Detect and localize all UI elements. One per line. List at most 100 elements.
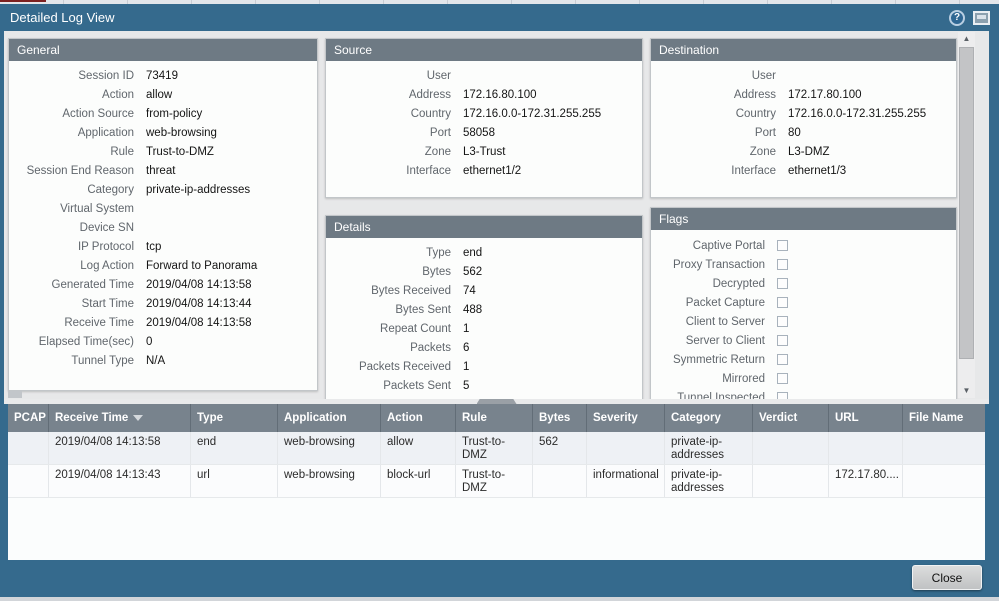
destination-panel: Destination User Address 172.17.80.100 C…: [650, 38, 957, 198]
detail-label: User: [426, 70, 451, 82]
detail-value: 80: [788, 127, 801, 139]
detail-label: Address: [408, 89, 451, 101]
column-header-verdict[interactable]: Verdict: [752, 404, 828, 432]
scroll-up-icon[interactable]: ▲: [962, 34, 971, 43]
splitter-grip-icon[interactable]: [476, 399, 517, 404]
panel-table-splitter[interactable]: [4, 399, 989, 404]
detail-label: Interface: [731, 165, 776, 177]
cell-url: [828, 432, 902, 464]
detail-label: Repeat Count: [380, 323, 451, 335]
detail-label: Address: [733, 89, 776, 101]
cell-application: web-browsing: [277, 465, 380, 497]
general-panel-body: Session ID 73419 Action allow Action Sou…: [9, 61, 317, 371]
detail-row: User: [326, 67, 642, 86]
detail-row: Interface ethernet1/2: [326, 162, 642, 181]
dialog-title: Detailed Log View: [10, 10, 115, 25]
detail-row: Receive Time 2019/04/08 14:13:58: [9, 314, 317, 333]
detail-value: ethernet1/2: [463, 165, 522, 177]
detail-label: Application: [77, 127, 134, 139]
cell-type: end: [190, 432, 277, 464]
column-header-bytes[interactable]: Bytes: [532, 404, 586, 432]
log-entries-table: PCAP Receive Time Type Application Actio…: [8, 404, 985, 560]
column-header-file-name[interactable]: File Name: [902, 404, 985, 432]
cell-application: web-browsing: [277, 432, 380, 464]
detail-value: 2019/04/08 14:13:58: [146, 317, 252, 329]
column-header-rule[interactable]: Rule: [455, 404, 532, 432]
flag-label: Client to Server: [685, 315, 765, 328]
flag-checkbox[interactable]: [777, 335, 788, 346]
detail-row: Virtual System: [9, 200, 317, 219]
detail-value: allow: [146, 89, 173, 101]
flag-row: Mirrored: [651, 369, 956, 388]
cell-severity: [586, 432, 664, 464]
column-header-url[interactable]: URL: [828, 404, 902, 432]
dialog-footer: Close: [0, 560, 999, 597]
detail-label: Interface: [406, 165, 451, 177]
column-header-severity[interactable]: Severity: [586, 404, 664, 432]
cell-verdict: [752, 432, 828, 464]
detail-value: Forward to Panorama: [146, 260, 258, 272]
cell-rule: Trust-to-DMZ: [455, 432, 532, 464]
flag-label: Mirrored: [722, 372, 765, 385]
cell-receive-time: 2019/04/08 14:13:58: [48, 432, 190, 464]
detail-label: Action: [102, 89, 134, 101]
cell-file-name: [902, 432, 985, 464]
flag-checkbox[interactable]: [777, 297, 788, 308]
scroll-down-icon[interactable]: ▼: [962, 386, 971, 395]
flag-checkbox[interactable]: [777, 240, 788, 251]
detail-label: Virtual System: [60, 203, 134, 215]
flag-checkbox[interactable]: [777, 392, 788, 399]
column-header-receive-time[interactable]: Receive Time: [48, 404, 190, 432]
log-detail-panels-area: General Session ID 73419 Action allow Ac…: [4, 31, 989, 399]
flag-label: Decrypted: [712, 277, 765, 290]
flag-checkbox[interactable]: [777, 316, 788, 327]
cell-category: private-ip-addresses: [664, 432, 752, 464]
horizontal-scrollbar-thumb[interactable]: [8, 391, 22, 398]
column-header-action[interactable]: Action: [380, 404, 455, 432]
detail-row: Device SN: [9, 219, 317, 238]
column-header-category[interactable]: Category: [664, 404, 752, 432]
detail-row: Generated Time 2019/04/08 14:13:58: [9, 276, 317, 295]
detail-label: Start Time: [81, 298, 134, 310]
flag-row: Proxy Transaction: [651, 255, 956, 274]
cell-file-name: [902, 465, 985, 497]
detail-value: ethernet1/3: [788, 165, 847, 177]
table-row[interactable]: 2019/04/08 14:13:43 url web-browsing blo…: [8, 465, 985, 498]
detail-label: Session ID: [78, 70, 134, 82]
detail-value: tcp: [146, 241, 162, 253]
close-button[interactable]: Close: [912, 565, 982, 590]
flag-row: Captive Portal: [651, 236, 956, 255]
detail-value: 5: [463, 380, 470, 392]
detail-row: Interface ethernet1/3: [651, 162, 956, 181]
flag-checkbox[interactable]: [777, 373, 788, 384]
detail-value: 6: [463, 342, 470, 354]
flag-checkbox[interactable]: [777, 278, 788, 289]
detail-label: Bytes Sent: [395, 304, 451, 316]
flag-row: Tunnel Inspected: [651, 388, 956, 399]
detail-row: Packets Sent 5: [326, 377, 642, 396]
detail-value: 74: [463, 285, 476, 297]
detail-label: Packets Sent: [383, 380, 451, 392]
detail-value: 172.17.80.100: [788, 89, 862, 101]
vertical-scrollbar[interactable]: ▲ ▼: [958, 32, 975, 398]
detail-row: User: [651, 67, 956, 86]
maximize-icon[interactable]: [973, 10, 990, 25]
column-header-pcap[interactable]: PCAP: [14, 412, 46, 424]
detail-value: 2019/04/08 14:13:58: [146, 279, 252, 291]
detail-row: Action Source from-policy: [9, 105, 317, 124]
flag-checkbox[interactable]: [777, 259, 788, 270]
details-panel-body: Type end Bytes 562 Bytes Received 74: [326, 238, 642, 396]
detail-row: Elapsed Time(sec) 0: [9, 333, 317, 352]
detail-row: Log Action Forward to Panorama: [9, 257, 317, 276]
flag-label: Packet Capture: [685, 296, 765, 309]
help-icon[interactable]: ?: [949, 9, 965, 26]
column-header-type[interactable]: Type: [190, 404, 277, 432]
scrollbar-thumb[interactable]: [959, 47, 974, 359]
flag-checkbox[interactable]: [777, 354, 788, 365]
detail-row: Application web-browsing: [9, 124, 317, 143]
column-header-application[interactable]: Application: [277, 404, 380, 432]
source-panel-body: User Address 172.16.80.100 Country 172.1…: [326, 61, 642, 181]
detail-row: Start Time 2019/04/08 14:13:44: [9, 295, 317, 314]
detail-row: Session End Reason threat: [9, 162, 317, 181]
table-row[interactable]: 2019/04/08 14:13:58 end web-browsing all…: [8, 432, 985, 465]
